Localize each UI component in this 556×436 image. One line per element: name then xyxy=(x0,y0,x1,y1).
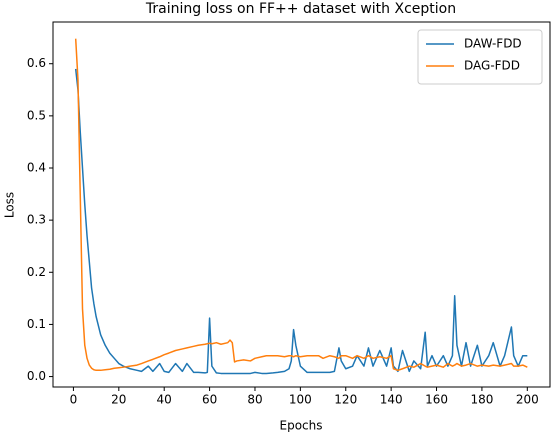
x-tick-label: 100 xyxy=(289,393,312,407)
x-tick-label: 0 xyxy=(70,393,78,407)
y-tick-label: 0.4 xyxy=(27,161,46,175)
x-tick-label: 160 xyxy=(425,393,448,407)
x-tick-label: 20 xyxy=(111,393,126,407)
legend-label: DAW-FDD xyxy=(464,37,522,51)
y-tick-label: 0.2 xyxy=(27,265,46,279)
x-tick-label: 60 xyxy=(202,393,217,407)
y-tick-label: 0.0 xyxy=(27,369,46,383)
x-axis-label: Epochs xyxy=(280,419,323,433)
x-tick-label: 200 xyxy=(516,393,539,407)
legend-label: DAG-FDD xyxy=(464,59,520,73)
x-tick-label: 180 xyxy=(470,393,493,407)
y-tick-label: 0.1 xyxy=(27,317,46,331)
y-tick-label: 0.6 xyxy=(27,56,46,70)
line-series xyxy=(74,68,528,375)
x-tick-label: 140 xyxy=(380,393,403,407)
x-tick-label: 120 xyxy=(334,393,357,407)
chart-title: Training loss on FF++ dataset with Xcept… xyxy=(145,1,456,17)
plot-frame xyxy=(52,21,551,388)
y-tick-label: 0.5 xyxy=(27,108,46,122)
x-tick-label: 40 xyxy=(157,393,172,407)
y-axis-label: Loss xyxy=(3,192,17,218)
y-tick-label: 0.3 xyxy=(27,213,46,227)
x-tick-label: 80 xyxy=(247,393,262,407)
line-series xyxy=(74,38,528,372)
